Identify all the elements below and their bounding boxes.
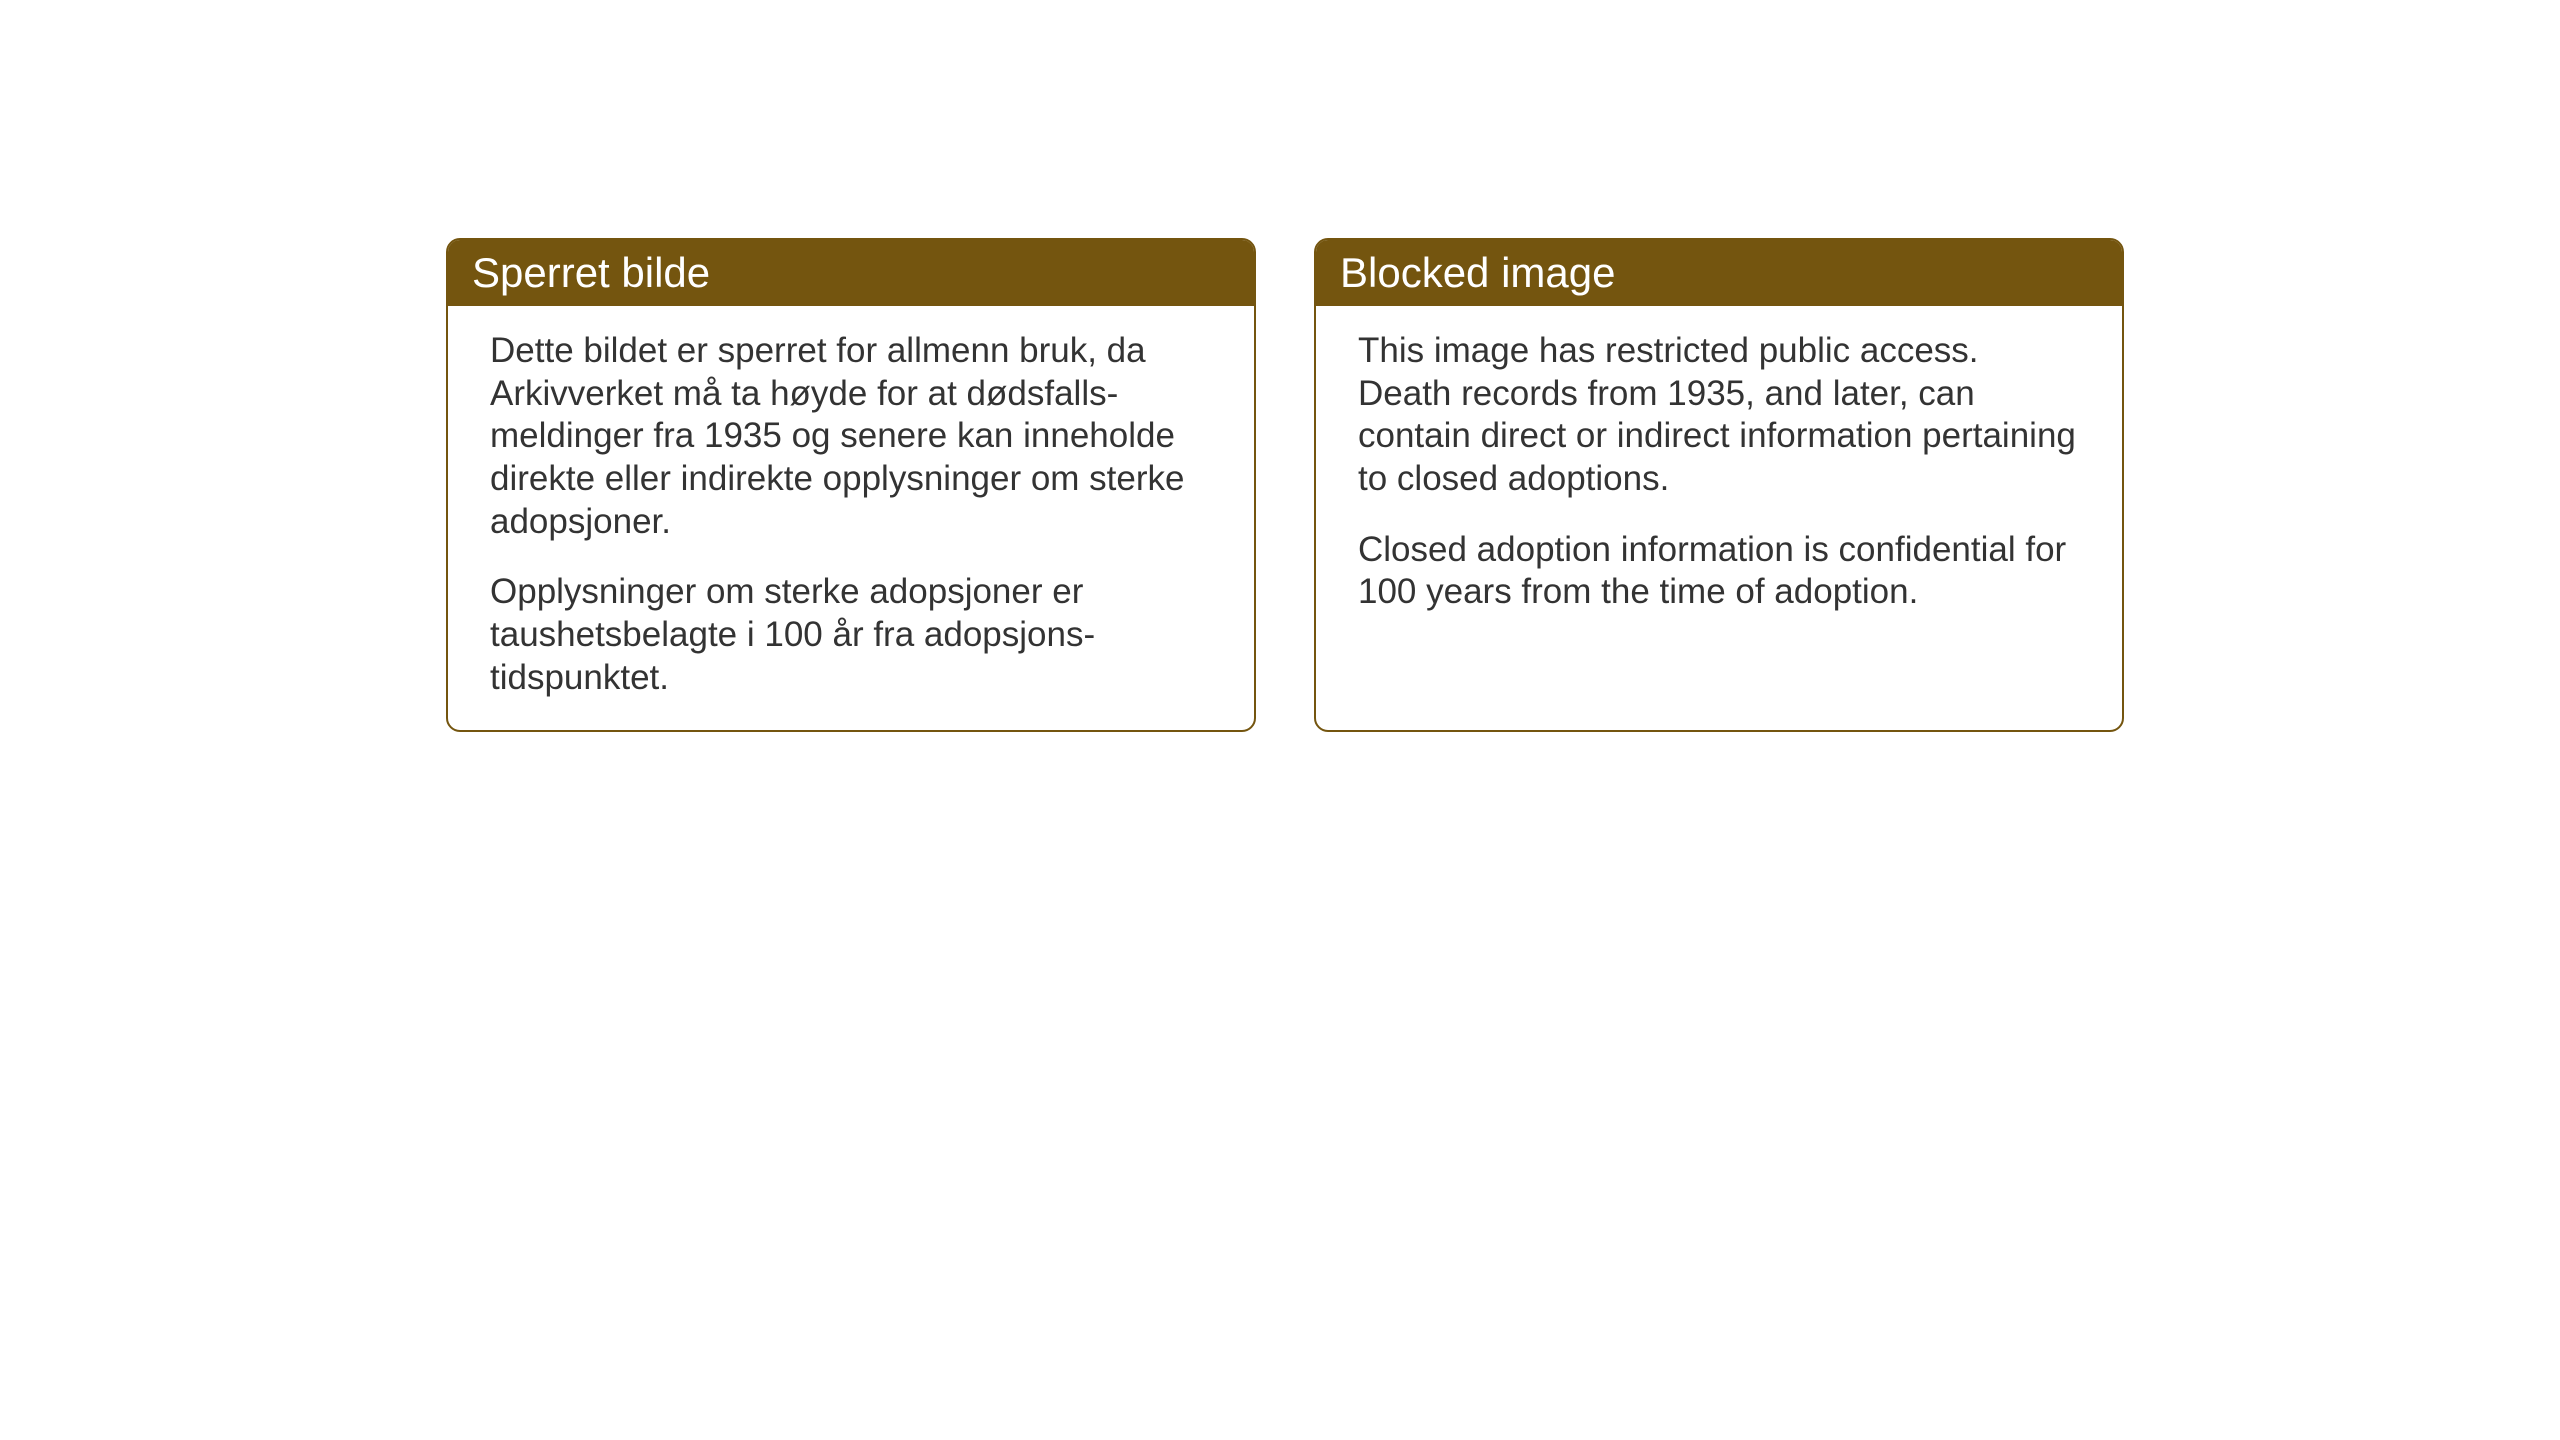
notice-paragraph: Closed adoption information is confident…	[1358, 529, 2080, 614]
card-title: Sperret bilde	[472, 249, 710, 296]
notice-paragraph: Dette bildet er sperret for allmenn bruk…	[490, 330, 1212, 543]
notice-card-english: Blocked image This image has restricted …	[1314, 238, 2124, 732]
notice-paragraph: Opplysninger om sterke adopsjoner er tau…	[490, 571, 1212, 699]
notice-card-norwegian: Sperret bilde Dette bildet er sperret fo…	[446, 238, 1256, 732]
card-body-english: This image has restricted public access.…	[1316, 306, 2122, 644]
card-header-norwegian: Sperret bilde	[448, 240, 1254, 306]
notice-paragraph: This image has restricted public access.…	[1358, 330, 2080, 501]
notice-container: Sperret bilde Dette bildet er sperret fo…	[446, 238, 2124, 732]
card-header-english: Blocked image	[1316, 240, 2122, 306]
card-title: Blocked image	[1340, 249, 1615, 296]
card-body-norwegian: Dette bildet er sperret for allmenn bruk…	[448, 306, 1254, 730]
